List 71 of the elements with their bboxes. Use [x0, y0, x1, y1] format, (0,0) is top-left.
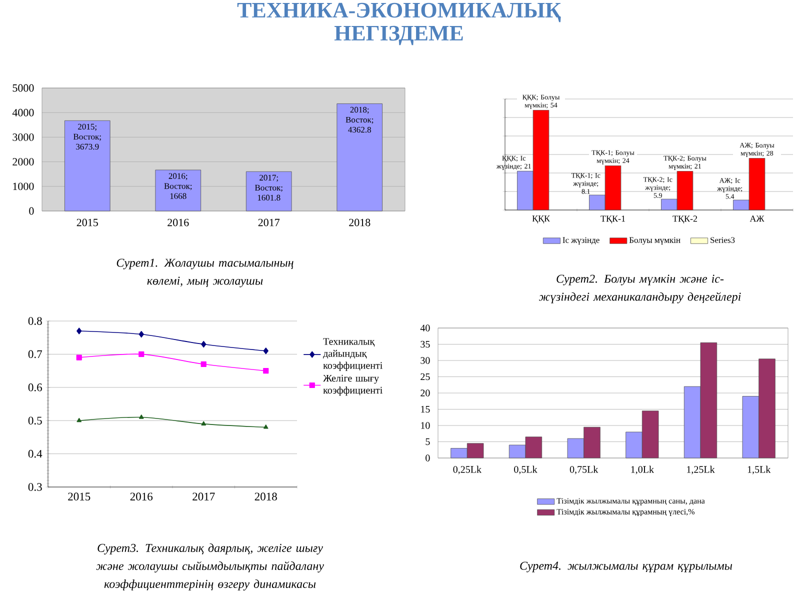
- y-tick-label: 1000: [13, 182, 34, 190]
- point: [263, 424, 268, 429]
- text: Сурет3. Техникалық даярлық, желіге шығу және жолаушы сыйымдылықты пайдалану коэффициенттерінің өзгеру динамикасы: [96, 544, 324, 590]
- x-tick-label: 0,75Lk: [570, 466, 598, 474]
- y-tick-label: 10: [421, 422, 430, 429]
- y-tick-label: 40: [420, 324, 430, 332]
- point: [76, 328, 82, 334]
- x-tick-label: 2015: [68, 492, 90, 500]
- y-tick-label: 30: [420, 357, 430, 364]
- y-tick-label: 5: [426, 438, 430, 446]
- y-tick-label: 35: [420, 340, 430, 348]
- x-tick-label: 0,25Lk: [453, 466, 482, 474]
- x-tick-label: 1,0Lk: [631, 466, 654, 474]
- y-tick-label: 0.3: [28, 483, 42, 491]
- x-tick-label: 2017: [258, 218, 280, 226]
- x-tick-label: 2018: [349, 218, 370, 226]
- y-tick-label: 0.8: [28, 317, 42, 325]
- point: [76, 354, 82, 360]
- legend-label: Болуы мүмкін: [629, 237, 680, 245]
- point: [200, 361, 206, 367]
- bar: [64, 120, 110, 212]
- y-tick-label: 2000: [12, 158, 34, 166]
- y-tick-label: 0: [29, 207, 34, 215]
- x-tick-label: 2015: [76, 218, 98, 226]
- x-tick-label: 2017: [192, 492, 215, 500]
- x-tick-label: 1,25Lk: [687, 466, 715, 474]
- x-tick-label: ҚҚК: [532, 216, 550, 224]
- legend-label: Желіге шығу коэффициенті: [323, 374, 382, 396]
- legend-label: Series3: [710, 237, 735, 243]
- x-tick-label: АЖ: [750, 216, 764, 222]
- y-tick-label: 3000: [12, 133, 34, 141]
- bar: [246, 171, 292, 212]
- point: [138, 414, 144, 419]
- y-tick-label: 5000: [12, 84, 34, 92]
- text: ТЕХНИКА-ЭКОНОМИКАЛЫҚ НЕГІЗДЕМЕ: [237, 2, 561, 46]
- x-tick-label: 1,5Lk: [748, 466, 771, 474]
- y-tick-label: 20: [420, 390, 430, 396]
- x-tick-label: 2018: [254, 492, 277, 500]
- y-tick-label: 0: [426, 454, 430, 462]
- point: [263, 348, 268, 354]
- point: [76, 418, 82, 422]
- point: [263, 368, 269, 374]
- text: Сурет2. Болуы мүмкін және іс-жүзіндегі механикаландыру деңгейлері: [539, 274, 741, 304]
- legend-label: Тізімдік жылжымалы құрамның саны, дана: [556, 498, 705, 506]
- x-tick-label: ТҚК-1: [600, 216, 625, 224]
- bar: [155, 170, 202, 212]
- y-tick-label: 25: [420, 373, 430, 380]
- bar: [336, 103, 383, 212]
- legend-label: Техникалық дайындық коэффициенті: [323, 338, 382, 371]
- data-label: 2017; Восток; 1601.8: [255, 174, 282, 201]
- legend-label: Іс жүзінде: [562, 237, 600, 245]
- x-tick-label: 2016: [130, 492, 153, 500]
- data-label: 2016; Восток; 1668: [164, 173, 192, 199]
- text: Сурет4. жылжымалы құрам құрылымы: [520, 562, 732, 572]
- y-tick-label: 0.6: [28, 384, 42, 392]
- data-label: 2015; Восток; 3673.9: [74, 124, 101, 150]
- point: [201, 421, 206, 426]
- y-tick-label: 0.7: [28, 350, 42, 358]
- x-tick-label: 0,5Lk: [514, 466, 538, 474]
- y-tick-label: 0.4: [28, 450, 42, 458]
- data-label: 2018; Восток; 4362.8: [346, 106, 374, 133]
- y-tick-label: 0.5: [28, 416, 42, 425]
- legend-label: Тізімдік жылжымалы құрамның үлесі,%: [556, 509, 694, 516]
- point: [201, 340, 206, 348]
- y-tick-label: 4000: [12, 108, 34, 116]
- point: [138, 330, 144, 338]
- x-tick-label: 2016: [168, 218, 189, 226]
- x-tick-label: ТҚК-2: [672, 216, 698, 224]
- text: Сурет1. Жолаушы тасымалының көлемі, мың жолаушы: [116, 258, 294, 288]
- y-tick-label: 15: [421, 406, 430, 413]
- point: [138, 351, 144, 358]
